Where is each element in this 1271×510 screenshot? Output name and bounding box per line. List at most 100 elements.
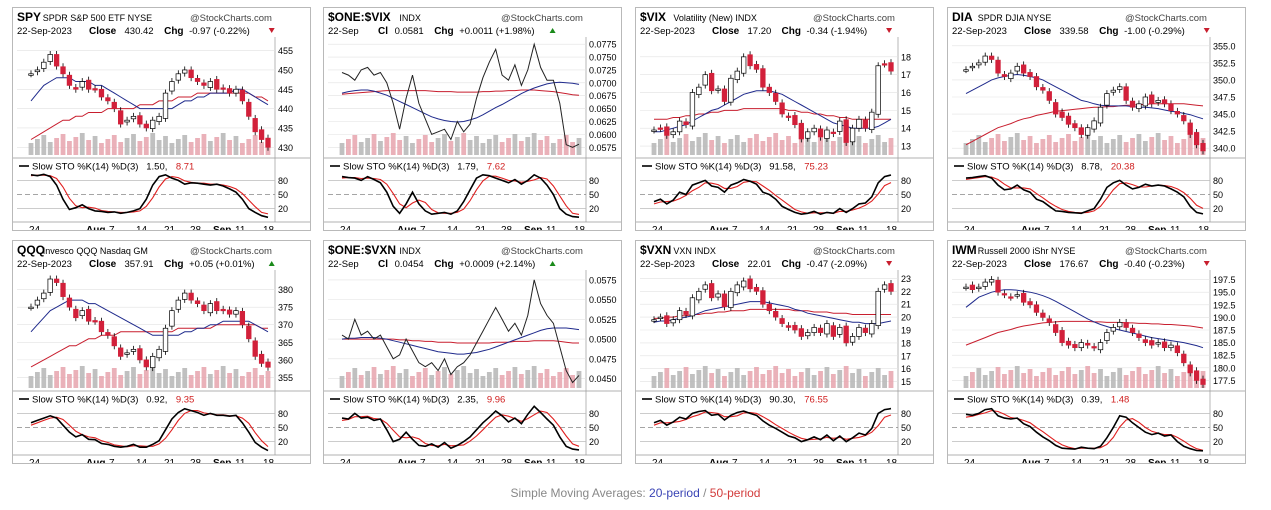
chart-panel-one-vxn[interactable]: $ONE:$VXN INDX @StockCharts.com 22-Sep Cl 0.0… [323, 240, 622, 464]
volume-bar [252, 135, 258, 155]
x-tick-label: Sep [836, 225, 854, 230]
volume-bar [169, 143, 175, 155]
chart-panel-vxn[interactable]: $VXN VXN INDX @StockCharts.com 22-Sep-2023 C… [635, 240, 934, 464]
x-tick-label: 18 [574, 225, 586, 230]
legend-label: Simple Moving Averages: [510, 486, 646, 500]
volume-bar [1027, 136, 1033, 155]
candle [741, 280, 747, 288]
volume-bar [99, 376, 104, 388]
candle [753, 287, 760, 292]
volume-bar [461, 133, 467, 155]
sto-d-value: 76.55 [804, 395, 828, 406]
candle [1155, 342, 1161, 345]
x-tick-label: Aug [397, 458, 416, 463]
chart-panel-qqq[interactable]: QQQ Invesco QQQ Nasdaq GM @StockCharts.co… [12, 240, 311, 464]
x-tick-label: Sep [836, 458, 854, 463]
x-tick-label: 14 [136, 458, 148, 463]
candle [265, 137, 271, 148]
volume-bar [512, 134, 518, 155]
volume-bar [1181, 372, 1187, 388]
chart-panel-spy[interactable]: SPY SPDR S&P 500 ETF NYSE @StockCharts.com… [12, 7, 311, 231]
volume-bar [550, 376, 556, 388]
candle [963, 69, 969, 72]
chart-panel-iwm[interactable]: IWM Russell 2000 iShr NYSE @StockCharts.co… [947, 240, 1246, 464]
chart-panel-vix[interactable]: $VIX Volatility (New) INDX @StockCharts.co… [635, 7, 934, 231]
x-tick-label: 11 [546, 225, 557, 230]
candle [708, 72, 715, 92]
y-tick-label: 14 [901, 124, 911, 134]
volume-bar [754, 367, 759, 388]
sto-k-line [965, 174, 1204, 215]
y-tick-label: 445 [278, 85, 293, 95]
volume-bar [888, 138, 894, 155]
candle [721, 88, 728, 102]
y-tick-label: 0.0475 [589, 354, 617, 364]
candle [246, 101, 252, 117]
candle [798, 122, 804, 140]
candle [1200, 143, 1206, 152]
candle [702, 284, 708, 290]
close-value: 339.58 [1060, 26, 1089, 37]
volume-bar [690, 141, 695, 155]
y-tick-label: 350.0 [1213, 75, 1236, 85]
x-tick-label: 18 [1198, 225, 1210, 230]
instrument-name: Invesco QQQ Nasdaq GM [43, 246, 148, 256]
x-tick-label: Aug [397, 225, 416, 230]
candle [207, 81, 214, 88]
sto-tick-label: 20 [901, 437, 911, 447]
candle [105, 332, 111, 336]
volume-bar [67, 141, 72, 155]
sto-tick-label: 80 [278, 409, 288, 419]
volume-bar [201, 367, 207, 388]
volume-bar [1091, 373, 1097, 388]
sto-d-line [653, 180, 892, 214]
candle [875, 65, 881, 115]
candle [1174, 345, 1181, 354]
x-tick-label: Sep [524, 458, 542, 463]
candle [1181, 115, 1187, 122]
candle [1097, 106, 1104, 124]
volume-bar [448, 141, 454, 155]
close-label: Cl [378, 26, 388, 37]
volume-bar [576, 138, 582, 155]
close-label: Close [89, 26, 117, 37]
candle [175, 73, 181, 81]
chart-panel-one-vix[interactable]: $ONE:$VIX INDX @StockCharts.com 22-Sep Cl 0.0… [323, 7, 622, 231]
candle [995, 59, 1001, 74]
volume-bar [544, 136, 550, 155]
y-tick-label: 365 [278, 338, 293, 348]
volume-bar [92, 136, 98, 155]
sto-label: Slow STO %K(14) %D(3) [967, 395, 1073, 406]
sto-tick-label: 80 [1213, 409, 1223, 419]
volume-bar [1034, 143, 1039, 155]
candle [715, 293, 721, 298]
volume-bar [989, 138, 995, 155]
candle [843, 119, 849, 143]
x-tick-label: 18 [886, 458, 898, 463]
candle [1001, 74, 1008, 77]
chart-panel-dia[interactable]: DIA SPDR DJIA NYSE @StockCharts.com 22-Sep-… [947, 7, 1246, 231]
candle [760, 290, 766, 305]
candle [111, 101, 117, 109]
candle [1123, 322, 1129, 328]
candle [182, 292, 188, 300]
change-label: Chg [782, 259, 801, 270]
watermark: @StockCharts.com [1125, 13, 1207, 24]
volume-bar [1142, 141, 1148, 155]
volume-bar [41, 135, 47, 155]
y-tick-label: 13 [901, 142, 911, 152]
y-tick-label: 375 [278, 303, 293, 313]
sto-label: Slow STO %K(14) %D(3) [32, 162, 138, 173]
candle [1129, 327, 1136, 333]
x-tick-label: 7 [420, 458, 426, 463]
symbol-label: QQQ [17, 243, 45, 257]
volume-bar [683, 367, 689, 388]
candle [150, 356, 156, 368]
x-tick-label: 18 [886, 225, 898, 230]
candle [1078, 342, 1084, 349]
volume-bar [1002, 374, 1007, 388]
volume-bar [73, 137, 79, 155]
volume-bar [233, 136, 239, 155]
volume-bar [474, 136, 479, 155]
volume-bar [664, 135, 670, 155]
